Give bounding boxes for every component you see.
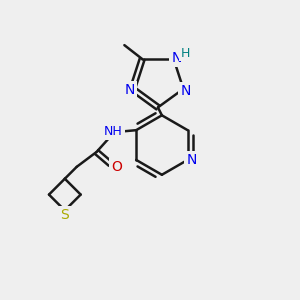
Text: NH: NH [104,125,123,138]
Text: N: N [124,83,135,97]
Text: H: H [181,46,190,60]
Text: O: O [111,160,122,174]
Text: N: N [171,51,182,65]
Text: N: N [180,84,190,98]
Text: S: S [60,208,69,222]
Text: N: N [186,153,197,167]
